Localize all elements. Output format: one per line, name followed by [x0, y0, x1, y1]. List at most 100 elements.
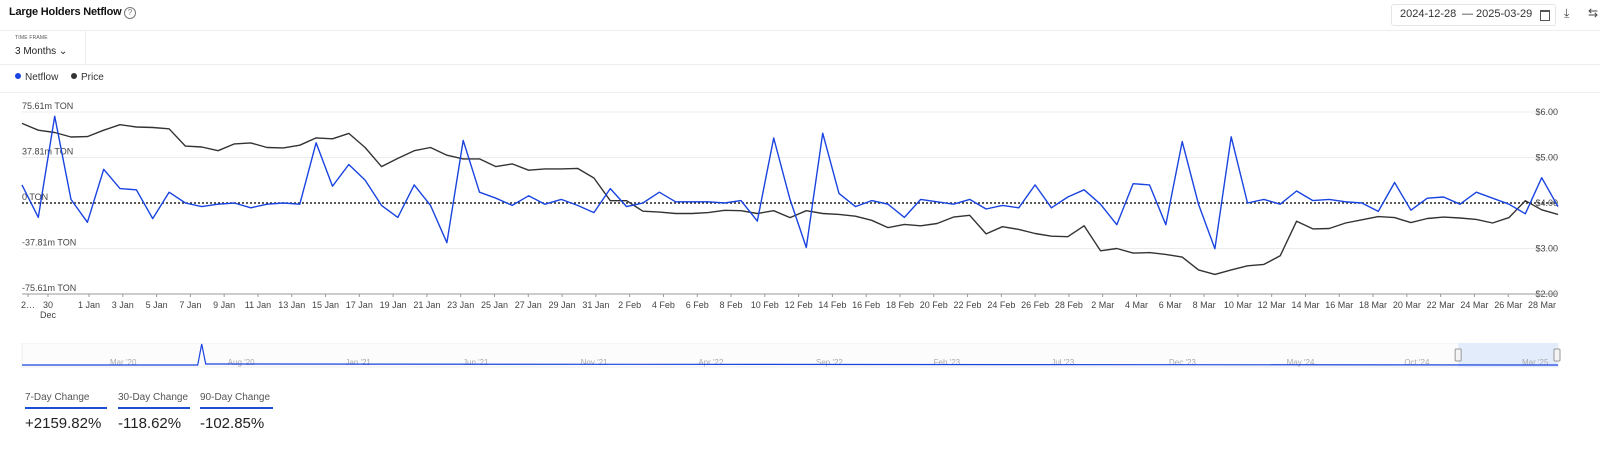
- navigator-series-line: [22, 343, 1559, 366]
- chart-header: Large Holders Netflow ? 2024-12-28 — 202…: [0, 0, 1600, 31]
- stat-value: -118.62%: [118, 415, 182, 432]
- navigator-label: Nov '21: [581, 358, 608, 367]
- stat-value: -102.85%: [200, 415, 265, 432]
- x-tick-label: 2 Mar: [1091, 300, 1114, 310]
- x-tick-label: 22 Mar: [1427, 300, 1455, 310]
- x-tick-label: 29 Jan: [549, 300, 576, 310]
- navigator-label: Feb '23: [934, 358, 961, 367]
- x-tick-label: 8 Feb: [720, 300, 743, 310]
- share-icon[interactable]: ⇆: [1588, 6, 1599, 20]
- x-tick-label: 16 Feb: [852, 300, 880, 310]
- x-tick-label: 26 Feb: [1021, 300, 1049, 310]
- x-tick-label: 31 Jan: [582, 300, 609, 310]
- navigator-label: Mar '25: [1522, 358, 1549, 367]
- date-end: 2025-03-29: [1476, 8, 1533, 20]
- x-tick-label: 9 Jan: [213, 300, 235, 310]
- y-left-tick-label: 37.81m TON: [22, 146, 73, 156]
- x-tick-label: 11 Jan: [245, 300, 271, 310]
- x-tick-label: 19 Jan: [380, 300, 407, 310]
- x-tick-label: 2…: [21, 300, 35, 310]
- y-left-tick-label: 0 TON: [22, 192, 48, 202]
- legend-dot-netflow: [15, 73, 21, 79]
- x-tick-label: 6 Mar: [1159, 300, 1182, 310]
- navigator-label: Apr '22: [698, 358, 724, 367]
- x-tick-label: 16 Mar: [1325, 300, 1353, 310]
- stat-value: +2159.82%: [25, 415, 102, 432]
- x-tick-label: 28 Feb: [1055, 300, 1083, 310]
- calendar-icon[interactable]: [1540, 10, 1550, 21]
- download-icon[interactable]: ⤓: [1564, 6, 1570, 20]
- x-tick-label: 14 Feb: [818, 300, 846, 310]
- navigator-label: Aug '20: [228, 358, 255, 367]
- navigator-label: Jun '21: [463, 358, 489, 367]
- stat-30-day[interactable]: 30-Day Change -118.62%: [118, 392, 190, 432]
- netflow-price-chart[interactable]: 75.61m TON 37.81m TON 0 TON -37.81m TON -75.…: [0, 95, 1600, 435]
- navigator-label: May '24: [1287, 358, 1315, 367]
- navigator-label: Dec '23: [1169, 358, 1196, 367]
- navigator-label: Jan '21: [345, 358, 371, 367]
- x-tick-label: 15 Jan: [312, 300, 339, 310]
- timeframe-select[interactable]: TIME FRAME 3 Months ⌄: [0, 30, 86, 65]
- x-tick-label: 12 Mar: [1258, 300, 1286, 310]
- x-tick-label: 14 Mar: [1291, 300, 1319, 310]
- stat-7-day[interactable]: 7-Day Change +2159.82%: [25, 392, 107, 432]
- price-series-line[interactable]: [21, 122, 1559, 276]
- x-tick-label: 10 Feb: [751, 300, 779, 310]
- legend-item-netflow[interactable]: Netflow: [15, 72, 58, 83]
- netflow-series-line[interactable]: [21, 115, 1559, 250]
- y-right-tick-label: $6.00: [1535, 107, 1558, 117]
- x-tick-label: 18 Mar: [1359, 300, 1387, 310]
- x-tick-label: 12 Feb: [785, 300, 813, 310]
- x-tick-label: 24 Feb: [987, 300, 1015, 310]
- stat-label: 7-Day Change: [25, 392, 107, 409]
- x-tick-label: 27 Jan: [515, 300, 542, 310]
- x-tick-label: 23 Jan: [447, 300, 474, 310]
- x-tick-label: 18 Feb: [886, 300, 914, 310]
- x-tick-label: 3 Jan: [112, 300, 134, 310]
- navigator-handle-right[interactable]: [1553, 348, 1561, 362]
- y-left-tick-label: -75.61m TON: [22, 283, 76, 293]
- chart-title: Large Holders Netflow: [9, 6, 122, 18]
- legend-item-price[interactable]: Price: [71, 72, 104, 83]
- time-navigator[interactable]: Mar '20 Aug '20 Jan '21 Jun '21 Nov '21 Apr '…: [0, 343, 1600, 377]
- x-tick-label: 7 Jan: [179, 300, 201, 310]
- navigator-label: Oct '24: [1404, 358, 1430, 367]
- divider: [0, 64, 1600, 65]
- timeframe-value[interactable]: 3 Months ⌄: [15, 46, 68, 57]
- x-tick-label: 17 Jan: [346, 300, 373, 310]
- navigator-label: Mar '20: [110, 358, 137, 367]
- date-separator: —: [1462, 8, 1473, 20]
- navigator-label: Sep '22: [816, 358, 843, 367]
- x-tick-label: 4 Mar: [1125, 300, 1148, 310]
- divider: [0, 92, 1600, 93]
- x-tick-label: 30 Dec: [40, 300, 57, 320]
- x-tick-label: 28 Mar: [1528, 300, 1556, 310]
- x-tick-label: 26 Mar: [1494, 300, 1522, 310]
- legend-dot-price: [71, 73, 77, 79]
- date-start: 2024-12-28: [1400, 8, 1457, 20]
- x-tick-label: 20 Mar: [1393, 300, 1421, 310]
- stat-90-day[interactable]: 90-Day Change -102.85%: [200, 392, 273, 432]
- x-tick-label: 8 Mar: [1193, 300, 1216, 310]
- question-circle-icon[interactable]: ?: [124, 7, 136, 19]
- date-range-picker[interactable]: 2024-12-28 — 2025-03-29: [1391, 4, 1556, 26]
- x-tick-label: 22 Feb: [954, 300, 982, 310]
- x-tick-label: 1 Jan: [78, 300, 100, 310]
- x-tick-label: 10 Mar: [1224, 300, 1252, 310]
- navigator-label: Jul '23: [1051, 358, 1074, 367]
- x-tick-label: 6 Feb: [686, 300, 709, 310]
- navigator-handle-left[interactable]: [1454, 348, 1462, 362]
- navigator-track[interactable]: [21, 343, 1559, 368]
- x-tick-label: 20 Feb: [920, 300, 948, 310]
- chevron-down-icon: ⌄: [58, 46, 68, 57]
- y-left-tick-label: -37.81m TON: [22, 238, 76, 248]
- x-tick-label: 13 Jan: [278, 300, 305, 310]
- x-tick-label: 25 Jan: [481, 300, 508, 310]
- x-tick-label: 2 Feb: [618, 300, 641, 310]
- y-right-tick-label: $3.00: [1535, 244, 1558, 254]
- stat-label: 90-Day Change: [200, 392, 273, 409]
- y-left-tick-label: 75.61m TON: [22, 101, 73, 111]
- navigator-selection[interactable]: [1458, 343, 1558, 367]
- x-tick-label: 4 Feb: [652, 300, 675, 310]
- y-right-tick-label: $5.00: [1535, 153, 1558, 163]
